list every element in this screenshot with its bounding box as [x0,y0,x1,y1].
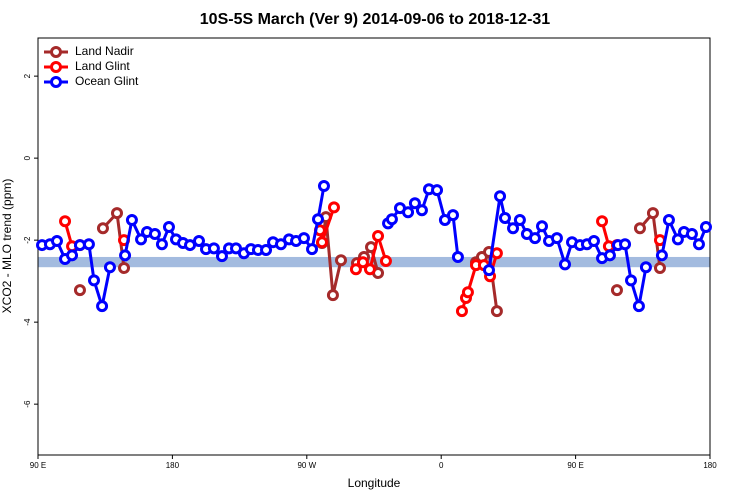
data-point [671,233,684,246]
data-point [415,204,428,217]
data-point [326,289,339,302]
x-tick-label: 90 E [567,461,583,470]
data-point [317,180,330,193]
y-axis-label: XCO2 - MLO trend (ppm) [0,179,14,314]
series-line [41,239,112,308]
data-point [402,206,415,219]
data-point [632,300,645,313]
x-axis-label: Longitude [348,476,401,490]
data-point [655,249,668,262]
data-point [316,236,329,249]
data-point [118,262,131,275]
data-point [312,213,324,226]
data-point [558,258,571,271]
data-point [587,234,600,247]
data-point [88,274,100,287]
data-point [59,215,72,228]
data-point [619,238,632,251]
data-point [482,264,495,277]
data-point [148,227,161,240]
data-point [507,222,520,235]
data-point [155,238,168,251]
data-point [125,214,138,227]
data-point [596,215,609,228]
legend-label: Ocean Glint [75,74,139,88]
data-point [451,250,464,263]
data-point [297,232,310,245]
data-point [306,243,319,256]
data-point [653,262,666,275]
legend-marker [50,76,62,88]
data-point [274,238,287,251]
x-tick-label: 90 W [297,461,316,470]
data-point [96,300,109,313]
data-point [135,233,148,246]
data-point [349,263,362,276]
y-tick-label: -2 [23,236,32,244]
data-point [446,209,459,222]
data-point [639,261,652,274]
data-point [327,201,340,214]
data-point [119,249,132,262]
data-point [408,197,421,210]
data-point [50,234,63,247]
y-tick-label: -4 [23,318,32,326]
data-point [260,243,273,256]
data-point [494,190,507,203]
data-point [192,234,205,247]
data-point [685,227,698,240]
data-point [162,221,175,234]
data-point [513,214,526,227]
data-point [215,250,228,263]
x-tick-label: 90 E [30,461,46,470]
data-point [363,263,376,276]
data-point [455,305,468,318]
data-point [490,305,503,318]
data-point [385,213,398,226]
legend-marker [50,61,62,73]
y-tick-label: 0 [23,155,32,160]
data-point [96,222,109,235]
data-point [625,274,638,287]
data-point [461,286,474,299]
data-point [490,247,503,260]
data-point [110,207,123,220]
data-point [356,256,369,269]
legend-label: Land Glint [75,59,130,73]
data-point [66,249,79,262]
data-point [692,238,705,251]
legend-label: Land Nadir [75,44,134,58]
data-point [431,184,444,197]
data-point [610,284,623,297]
x-tick-label: 180 [703,461,717,470]
data-point [438,214,451,227]
data-point [498,212,511,225]
data-point [334,254,347,267]
x-tick-label: 0 [439,461,444,470]
chart-title: 10S-5S March (Ver 9) 2014-09-06 to 2018-… [200,11,551,28]
legend-marker [50,46,62,58]
data-point [662,214,675,227]
data-point [379,255,392,268]
data-point [603,249,616,262]
data-point [207,242,220,255]
data-point [372,230,385,243]
data-point [184,239,197,252]
data-point [528,232,541,245]
data-point [633,222,646,235]
x-tick-label: 180 [166,461,180,470]
data-point [550,232,563,245]
data-point [103,261,116,274]
data-point [73,284,86,297]
data-point [646,207,659,220]
data-point [699,221,712,234]
data-point [82,238,95,251]
y-tick-label: 2 [23,73,32,78]
y-tick-label: -6 [23,400,32,408]
data-point [536,220,548,233]
